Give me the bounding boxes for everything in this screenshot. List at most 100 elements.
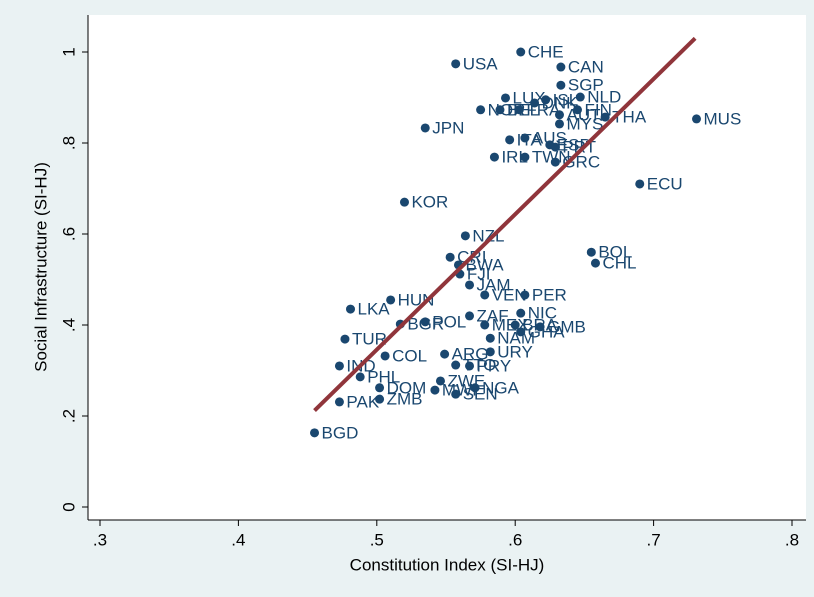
point-label: ISL: [553, 90, 579, 109]
point: [535, 322, 545, 332]
point-label: CHE: [528, 42, 564, 61]
point-label: BWA: [465, 255, 504, 274]
fit-line: [313, 36, 697, 412]
y-tick-label: .8: [59, 136, 78, 150]
point: [375, 383, 385, 393]
y-tick-label: 1: [59, 47, 78, 56]
point-label: VEN: [492, 285, 527, 304]
point-label: POL: [432, 312, 466, 331]
point: [485, 347, 495, 357]
point-label: CHL: [602, 254, 636, 273]
point-label: JAM: [477, 275, 511, 294]
point-label: MWI: [442, 381, 477, 400]
point: [550, 157, 560, 167]
point-label: LKA: [358, 300, 391, 319]
point: [465, 280, 475, 290]
point-label: CAN: [568, 57, 604, 76]
point-label: BGR: [407, 315, 444, 334]
point-label: NOR: [488, 100, 526, 119]
point: [554, 110, 564, 120]
point: [435, 376, 445, 386]
point-label: PER: [532, 285, 567, 304]
point: [445, 252, 455, 262]
y-tick-label: 0: [59, 502, 78, 511]
point-label: JPN: [432, 118, 464, 137]
point-label: DOM: [387, 378, 427, 397]
point: [420, 123, 430, 133]
point-label: PAK: [346, 392, 379, 411]
point-label: PHL: [367, 367, 400, 386]
point: [495, 105, 505, 115]
point: [575, 92, 585, 102]
point-label: KOR: [411, 193, 448, 212]
point: [451, 389, 461, 399]
point-label: URY: [497, 342, 533, 361]
point-label: NGA: [482, 378, 519, 397]
point: [334, 397, 344, 407]
point: [470, 383, 480, 393]
point: [346, 304, 356, 314]
point-label: ARG: [452, 345, 489, 364]
point-label: DNK: [542, 93, 579, 112]
point: [520, 290, 530, 300]
point-label: NAM: [497, 329, 535, 348]
point-label: TUR: [352, 330, 387, 349]
point-label: IRL: [501, 148, 527, 167]
point: [460, 231, 470, 241]
point-label: FJI: [467, 265, 491, 284]
x-tick-label: .3: [93, 530, 107, 549]
point-label: USA: [463, 54, 499, 73]
x-tick-label: .4: [231, 530, 245, 549]
point: [520, 152, 530, 162]
point: [556, 62, 566, 72]
y-axis-title: Social Infrastructure (SI-HJ): [31, 162, 50, 372]
point-label: NIC: [528, 304, 557, 323]
point-label: GMB: [547, 317, 586, 336]
point-label: TWN: [532, 148, 571, 167]
point-label: NLD: [587, 88, 621, 107]
point: [465, 311, 475, 321]
point: [489, 152, 499, 162]
point: [530, 98, 540, 108]
point: [399, 197, 409, 207]
point: [480, 320, 490, 330]
point: [516, 47, 526, 57]
point: [386, 295, 396, 305]
point: [451, 360, 461, 370]
point: [514, 105, 524, 115]
point: [465, 361, 475, 371]
y-tick-label: .2: [59, 409, 78, 423]
point: [480, 290, 490, 300]
point: [600, 112, 610, 122]
point: [572, 105, 582, 115]
point: [510, 320, 520, 330]
point-label: PRY: [477, 356, 512, 375]
point: [692, 114, 702, 124]
point: [501, 93, 511, 103]
point: [586, 247, 596, 257]
point: [590, 258, 600, 268]
x-tick-label: .5: [370, 530, 384, 549]
y-tick-label: .6: [59, 227, 78, 241]
x-tick-label: .8: [785, 530, 799, 549]
point-label: COL: [392, 346, 427, 365]
point-label: ZMB: [387, 390, 423, 409]
point: [635, 179, 645, 189]
point-label: ECU: [647, 174, 683, 193]
point: [430, 385, 440, 395]
point: [380, 351, 390, 361]
point: [505, 135, 515, 145]
point: [340, 334, 350, 344]
plot-area: [88, 15, 806, 520]
point: [541, 95, 551, 105]
point: [520, 133, 530, 143]
x-tick-label: .7: [647, 530, 661, 549]
point: [550, 142, 560, 152]
point: [420, 317, 430, 327]
point-label: BOL: [598, 243, 632, 262]
x-tick-label: .6: [508, 530, 522, 549]
point: [375, 394, 385, 404]
point: [556, 80, 566, 90]
point-label: SGP: [568, 76, 604, 95]
